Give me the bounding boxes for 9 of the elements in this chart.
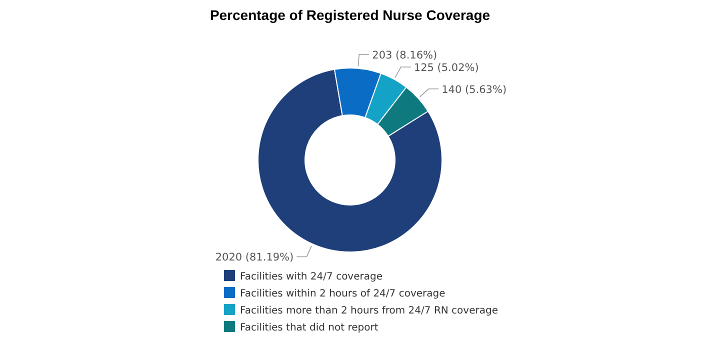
legend-label: Facilities with 24/7 coverage xyxy=(240,272,382,282)
data-label: 140 (5.63%) xyxy=(442,84,507,96)
data-label: 2020 (81.19%) xyxy=(215,252,294,264)
chart-title: Percentage of Registered Nurse Coverage xyxy=(210,7,490,23)
data-label: 203 (8.16%) xyxy=(372,49,438,62)
data-label: 125 (5.02%) xyxy=(414,62,479,74)
legend-label: Facilities that did not report xyxy=(240,322,378,334)
legend-label: Facilities within 2 hours of 24/7 coverage xyxy=(240,288,446,300)
legend-label: Facilities more than 2 hours from 24/7 RN coverage xyxy=(240,306,498,316)
